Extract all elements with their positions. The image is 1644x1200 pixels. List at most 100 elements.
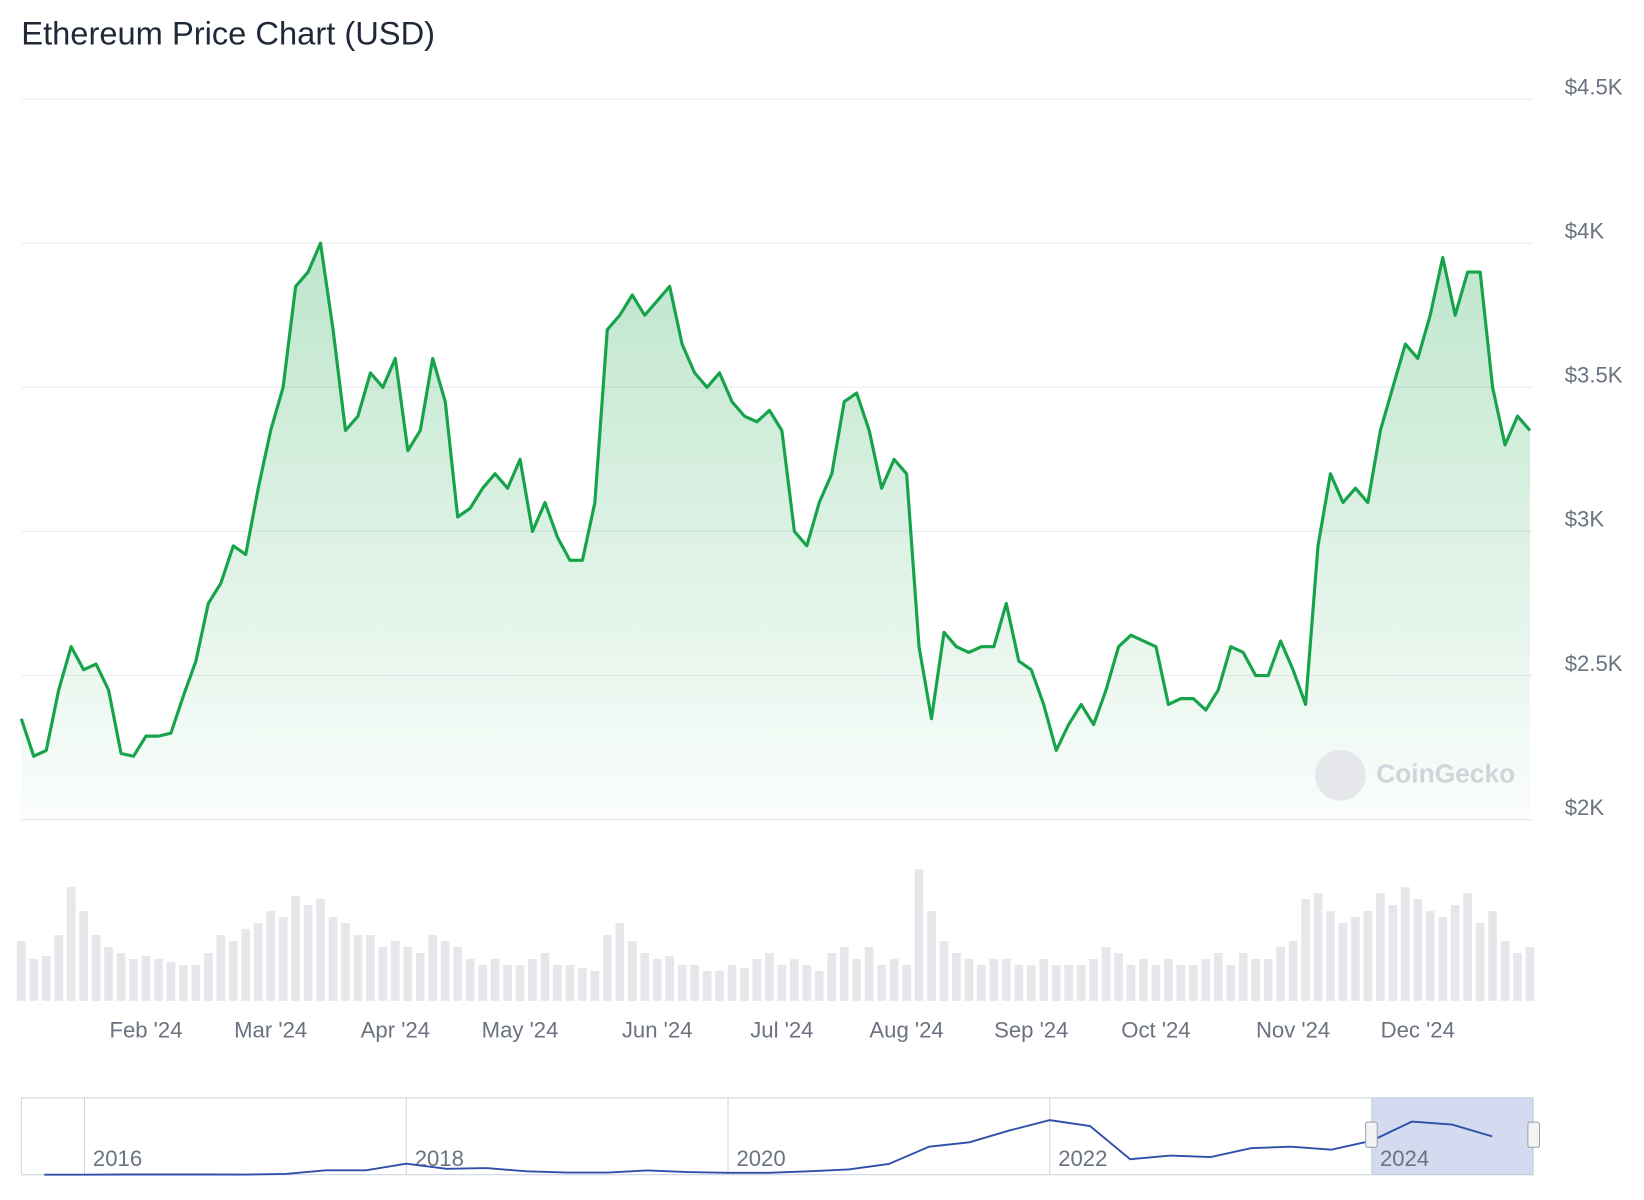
volume-bar — [303, 905, 313, 1001]
volume-bar — [902, 964, 911, 1001]
volume-bar — [1226, 964, 1236, 1001]
volume-bar — [1151, 964, 1161, 1001]
volume-bar — [1101, 947, 1111, 1001]
x-tick-label: Jun '24 — [622, 1017, 693, 1042]
volume-bar — [328, 917, 338, 1001]
volume-bar — [565, 964, 575, 1001]
volume-bar — [1089, 958, 1098, 1001]
volume-bar — [939, 941, 949, 1001]
volume-bar — [540, 952, 550, 1001]
volume-bar — [266, 911, 276, 1001]
volume-bar — [665, 955, 675, 1001]
volume-bar — [366, 935, 375, 1001]
volume-bar — [1238, 952, 1248, 1001]
volume-bar — [715, 970, 724, 1001]
volume-bar — [66, 887, 76, 1001]
volume-bar — [1338, 923, 1348, 1001]
x-tick-label: May '24 — [482, 1017, 559, 1042]
volume-bar — [765, 952, 774, 1001]
x-tick-label: Nov '24 — [1256, 1017, 1330, 1042]
volume-bar — [515, 964, 525, 1001]
volume-bar — [578, 967, 587, 1001]
navigator-year-label: 2022 — [1058, 1146, 1107, 1171]
volume-bar — [1326, 911, 1335, 1001]
volume-bar — [129, 958, 138, 1001]
volume-bar — [179, 964, 188, 1001]
x-tick-label: Oct '24 — [1121, 1017, 1190, 1042]
volume-bar — [1014, 964, 1024, 1001]
volume-bar — [1376, 893, 1385, 1001]
volume-bar — [528, 958, 537, 1001]
volume-bar — [1251, 958, 1261, 1001]
volume-bar — [602, 935, 612, 1001]
volume-bar — [1463, 893, 1473, 1001]
volume-bar — [104, 947, 113, 1001]
volume-bar — [702, 970, 712, 1001]
volume-bar — [590, 970, 600, 1001]
x-tick-label: Feb '24 — [109, 1017, 182, 1042]
volume-bar — [914, 869, 924, 1001]
volume-bar — [503, 964, 512, 1001]
volume-bar — [278, 917, 288, 1001]
volume-bar — [889, 958, 899, 1001]
volume-bar — [1051, 964, 1061, 1001]
volume-bar — [839, 947, 849, 1001]
volume-bar — [203, 952, 213, 1001]
navigator-handle[interactable] — [1365, 1121, 1378, 1148]
volume-bar — [927, 911, 936, 1001]
volume-bar — [154, 958, 163, 1001]
volume-bar — [54, 935, 64, 1001]
volume-bar — [228, 941, 238, 1001]
volume-bar — [827, 952, 837, 1001]
volume-bar — [253, 923, 263, 1001]
volume-bar — [341, 923, 350, 1001]
volume-bar — [1388, 905, 1398, 1001]
volume-bar — [640, 952, 650, 1001]
volume-bar — [690, 964, 699, 1001]
volume-bar — [291, 896, 300, 1001]
volume-bar — [1475, 923, 1485, 1001]
volume-bar — [403, 947, 413, 1001]
volume-bar — [1263, 958, 1273, 1001]
volume-bar — [1201, 958, 1211, 1001]
volume-bar — [141, 955, 151, 1001]
volume-bar — [1400, 887, 1410, 1001]
price-line — [19, 241, 1532, 758]
price-panel: $2K $2.5K $3K $3.5K $4K $4.5K Feb '24 Mar '24 Ap… — [16, 74, 1623, 1042]
volume-bar — [952, 952, 961, 1001]
volume-bar — [378, 947, 388, 1001]
volume-bar — [1351, 917, 1360, 1001]
navigator: 2016 2018 2020 2022 2024 — [44, 1097, 1493, 1176]
volume-bar — [1525, 947, 1535, 1001]
volume-bar — [440, 941, 450, 1001]
volume-bar — [465, 958, 475, 1001]
volume-bar — [16, 941, 26, 1001]
navigator-selection[interactable] — [1371, 1097, 1534, 1175]
volume-bar — [627, 941, 637, 1001]
volume-bar — [677, 964, 687, 1001]
x-tick-label: Apr '24 — [361, 1017, 430, 1042]
volume-bar — [864, 947, 874, 1001]
volume-bar — [877, 964, 886, 1001]
volume-bar — [1164, 958, 1173, 1001]
volume-bar — [615, 923, 625, 1001]
volume-bar — [752, 958, 762, 1001]
volume-bar — [191, 964, 201, 1001]
volume-bar — [453, 947, 463, 1001]
x-tick-label: Aug '24 — [869, 1017, 943, 1042]
volume-bar — [41, 955, 51, 1001]
navigator-handle[interactable] — [1527, 1121, 1540, 1148]
y-tick-label: $4.5K — [1565, 74, 1623, 99]
volume-bar — [977, 964, 986, 1001]
volume-bar — [216, 935, 226, 1001]
volume-bar — [1313, 893, 1323, 1001]
volume-bar — [1488, 911, 1497, 1001]
volume-bar — [241, 929, 251, 1001]
volume-bar — [740, 967, 749, 1001]
volume-bar — [91, 935, 101, 1001]
navigator-year-label: 2024 — [1380, 1146, 1429, 1171]
x-tick-label: Jul '24 — [750, 1017, 813, 1042]
volume-bar — [652, 958, 662, 1001]
